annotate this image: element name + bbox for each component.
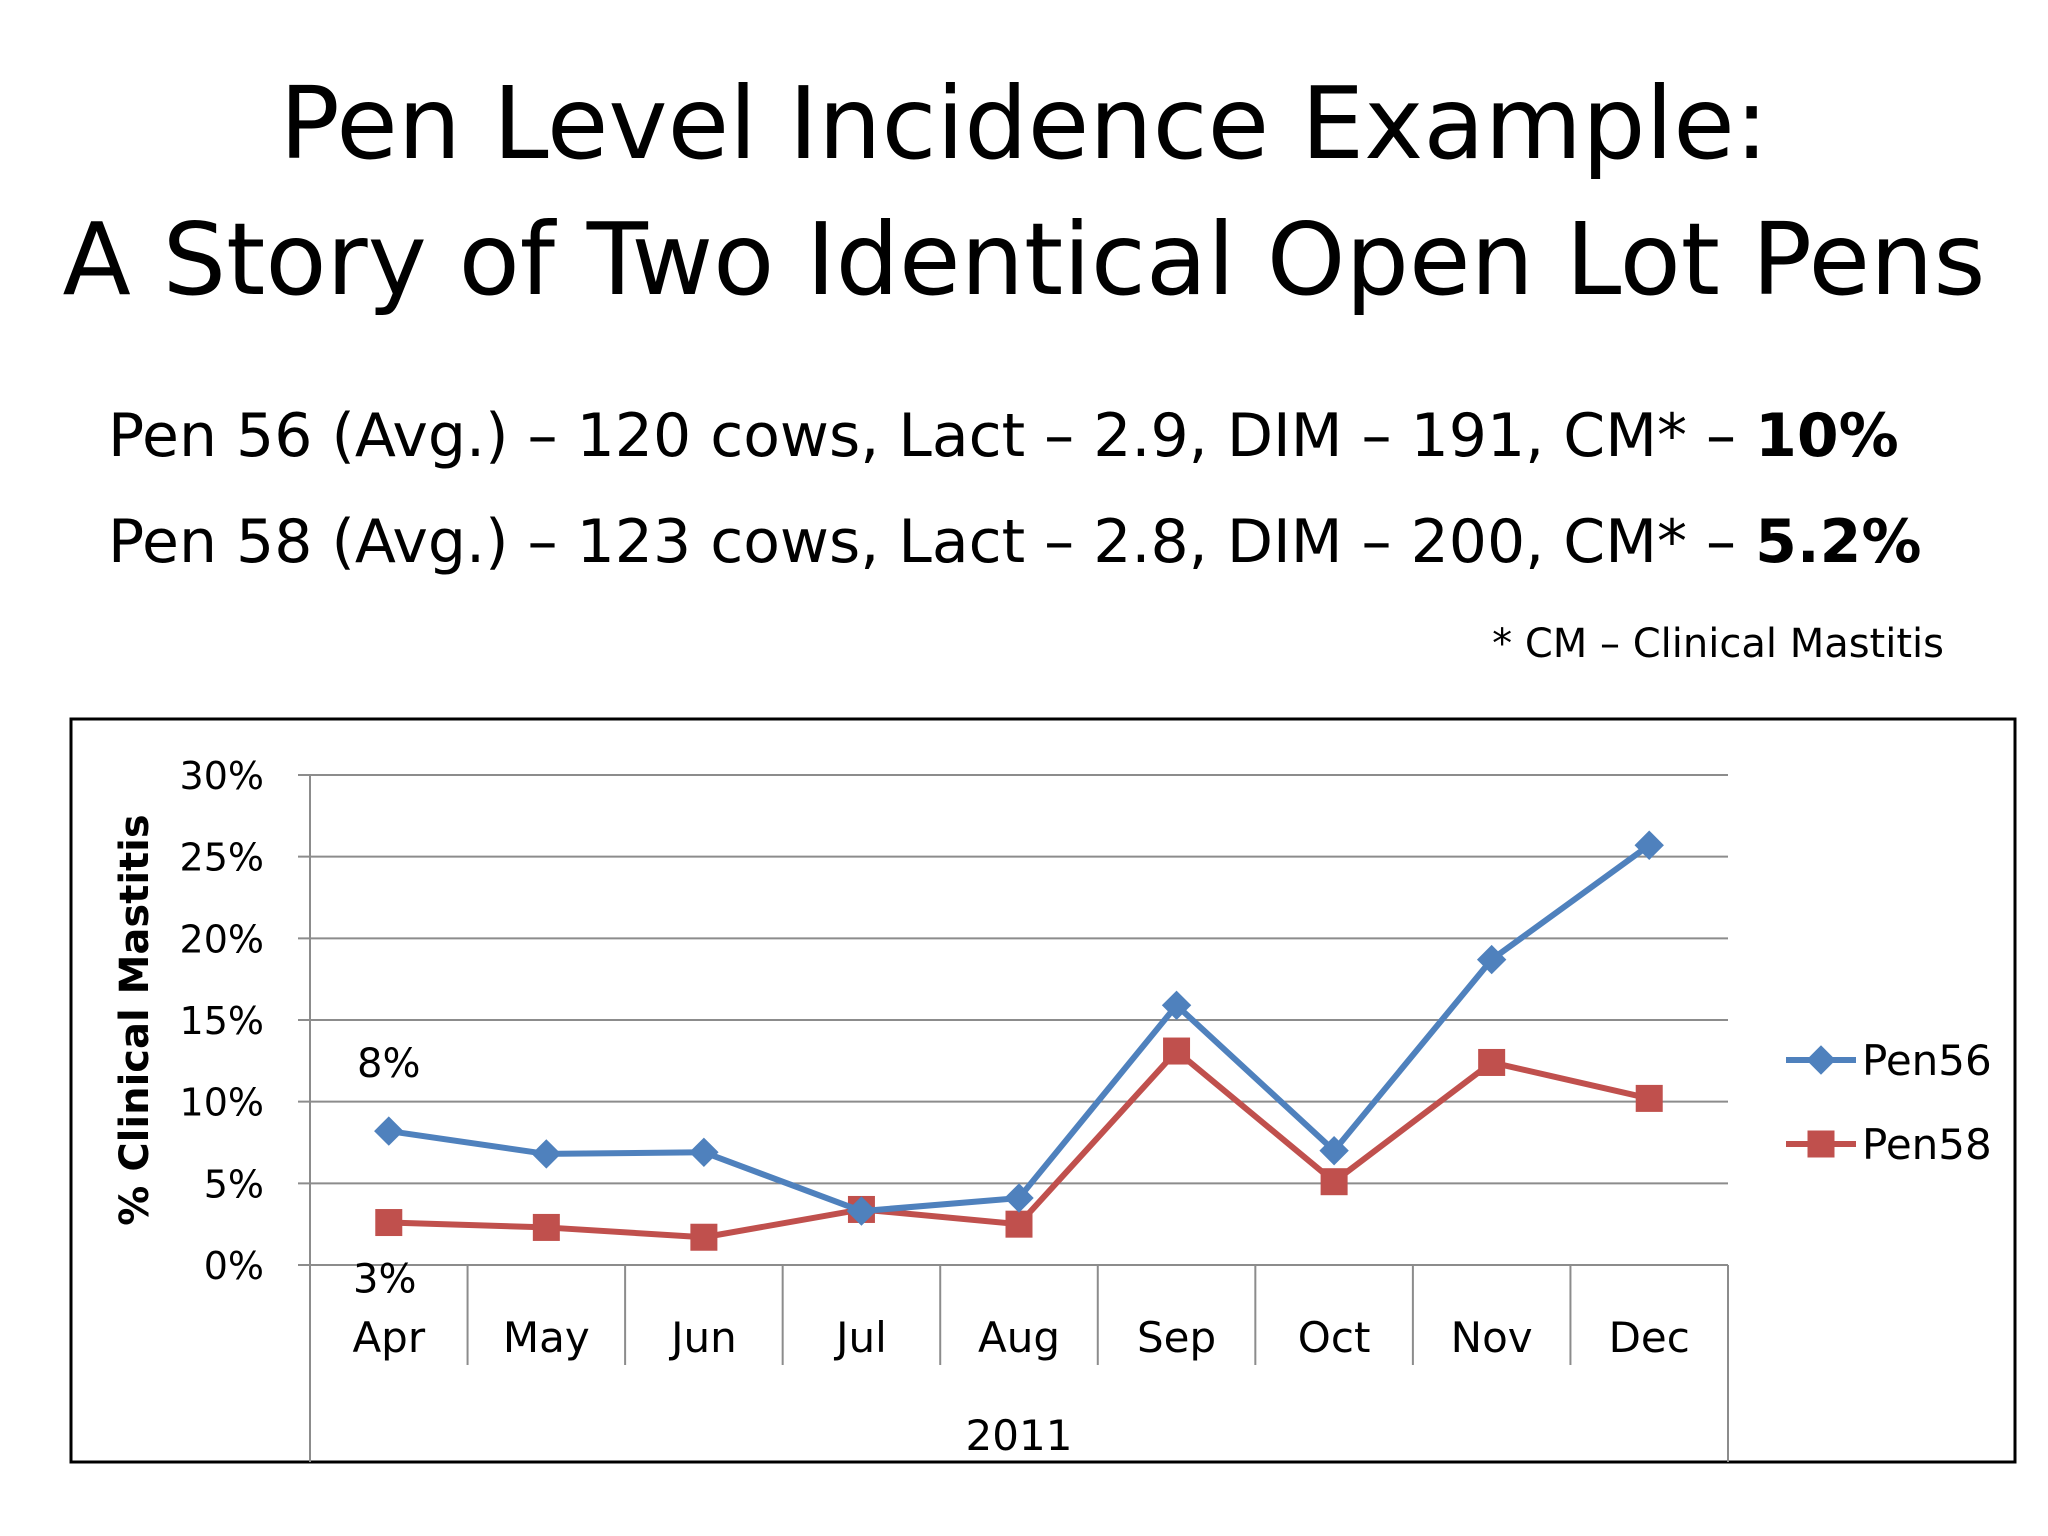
title-line-2: A Story of Two Identical Open Lot Pens (62, 201, 1986, 318)
data-point-diamond (1319, 1135, 1349, 1166)
legend-item-pen56: Pen56 (1786, 1036, 1992, 1085)
data-point-diamond (1476, 944, 1507, 975)
x-tick-label: Sep (1137, 1313, 1216, 1362)
data-point-square (690, 1223, 718, 1251)
axes (309, 775, 1729, 1462)
chart-frame (69, 717, 2017, 1464)
pen56-summary: Pen 56 (Avg.) – 120 cows, Lact – 2.9, DI… (108, 400, 1899, 472)
title-line-1: Pen Level Incidence Example: (279, 65, 1769, 182)
footnote: * CM – Clinical Mastitis (1492, 621, 1944, 667)
series-pen56 (374, 830, 1664, 1226)
data-point-square (532, 1213, 560, 1241)
legend-label: Pen58 (1862, 1120, 1992, 1169)
x-tick-label: Aug (978, 1313, 1060, 1362)
x-tick-label: Apr (352, 1313, 425, 1362)
data-point-diamond (689, 1137, 719, 1168)
y-tick-label: 15% (180, 999, 264, 1043)
pen58-cm-value: 5.2% (1755, 507, 1922, 577)
pen58-summary-text: Pen 58 (Avg.) – 123 cows, Lact – 2.8, DI… (108, 507, 1756, 577)
data-point-diamond (1161, 990, 1192, 1021)
grid (298, 774, 1728, 1266)
data-point-diamond (1806, 1045, 1836, 1075)
y-tick-label: 10% (180, 1081, 264, 1125)
annotation-label: 3% (353, 1257, 416, 1303)
labels: 0% 5% 10% 15% 20% 25% 30% Apr May Jun Jul Aug Sep Oct… (112, 754, 1690, 1460)
data-point-square (1005, 1210, 1033, 1238)
data-point-square (1478, 1048, 1506, 1076)
y-tick-label: 5% (204, 1162, 264, 1206)
data-point-square (1635, 1084, 1663, 1112)
pen56-cm-value: 10% (1755, 401, 1899, 471)
series-layer (374, 830, 1664, 1251)
x-tick-label: Dec (1609, 1313, 1690, 1362)
pen58-summary: Pen 58 (Avg.) – 123 cows, Lact – 2.8, DI… (108, 506, 1922, 578)
legend-label: Pen56 (1862, 1036, 1992, 1085)
x-tick-label: Jul (833, 1313, 887, 1362)
data-point-square (375, 1209, 403, 1237)
data-point-diamond (846, 1196, 877, 1226)
y-tick-label: 0% (204, 1244, 264, 1288)
data-point-diamond (1634, 830, 1664, 860)
annotation-label: 8% (357, 1041, 420, 1087)
y-tick-label: 25% (180, 836, 264, 880)
legend-item-pen58: Pen58 (1786, 1120, 1992, 1169)
pen56-summary-text: Pen 56 (Avg.) – 120 cows, Lact – 2.9, DI… (108, 401, 1756, 471)
x-tick-label: Jun (668, 1313, 737, 1362)
y-axis-title: % Clinical Mastitis (112, 814, 158, 1225)
y-tick-label: 30% (180, 754, 264, 798)
data-point-diamond (374, 1116, 404, 1146)
data-point-square (1163, 1037, 1191, 1065)
data-point-square (1807, 1130, 1835, 1158)
data-point-square (1320, 1168, 1348, 1196)
x-tick-label: May (503, 1313, 590, 1362)
x-axis-label: 2011 (966, 1411, 1073, 1460)
y-tick-label: 20% (180, 917, 264, 961)
x-tick-label: Nov (1451, 1313, 1533, 1362)
legend: Pen56 Pen58 (1786, 1036, 1992, 1169)
data-point-diamond (1004, 1183, 1034, 1213)
data-point-diamond (531, 1139, 562, 1169)
x-tick-label: Oct (1298, 1313, 1371, 1362)
